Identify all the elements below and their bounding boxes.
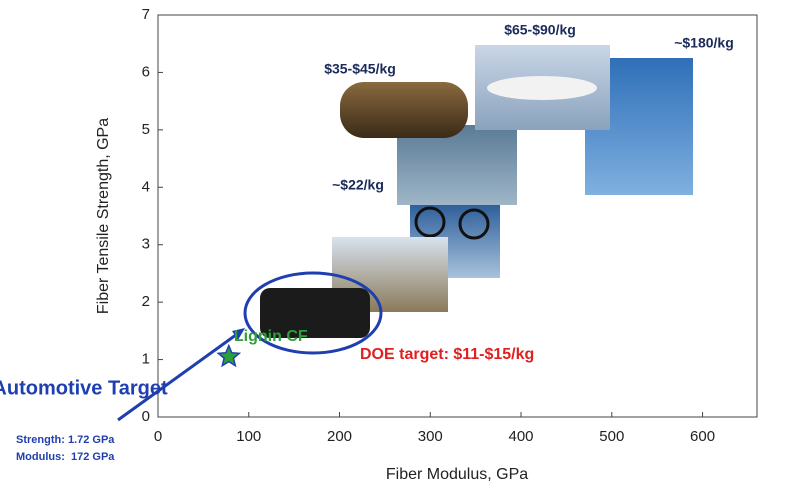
x-tick-label: 600 [690,428,715,445]
annotation: Strength: 1.72 GPa [16,434,115,446]
annotation: Modulus: 172 GPa [16,451,115,463]
annotation: $65-$90/kg [504,22,576,38]
y-tick-label: 2 [142,293,150,310]
annotation: ~$180/kg [674,35,734,51]
y-tick-label: 3 [142,236,150,253]
y-axis-label: Fiber Tensile Strength, GPa [95,118,112,314]
x-axis-label: Fiber Modulus, GPa [386,466,528,483]
photo-wind [397,125,517,205]
arrow-head [232,328,245,340]
photo-tanks [340,82,468,138]
photo-detail [414,206,446,238]
plot-frame [157,14,758,418]
target-ellipse [243,271,383,355]
series-label: Lignin CF [234,328,308,345]
x-tick-label: 100 [236,428,261,445]
x-tick-label: 200 [327,428,352,445]
point [216,343,242,368]
x-tick-label: 0 [154,428,162,445]
photo-detail [458,208,490,240]
y-tick-label: 5 [142,121,150,138]
y-tick-label: 4 [142,178,150,195]
annotation: ~$22/kg [332,177,384,193]
y-tick-label: 1 [142,351,150,368]
x-tick-label: 400 [509,428,534,445]
annotation: DOE target: $11-$15/kg [360,346,534,363]
photo-detail [487,76,597,100]
target-arrow [117,330,241,422]
x-tick-label: 500 [599,428,624,445]
y-tick-label: 7 [142,6,150,23]
annotation: Automotive Target [0,377,168,399]
x-tick-label: 300 [418,428,443,445]
annotation: $35-$45/kg [324,61,396,77]
y-tick-label: 6 [142,63,150,80]
y-tick-label: 0 [142,408,150,425]
photo-car [260,288,370,338]
